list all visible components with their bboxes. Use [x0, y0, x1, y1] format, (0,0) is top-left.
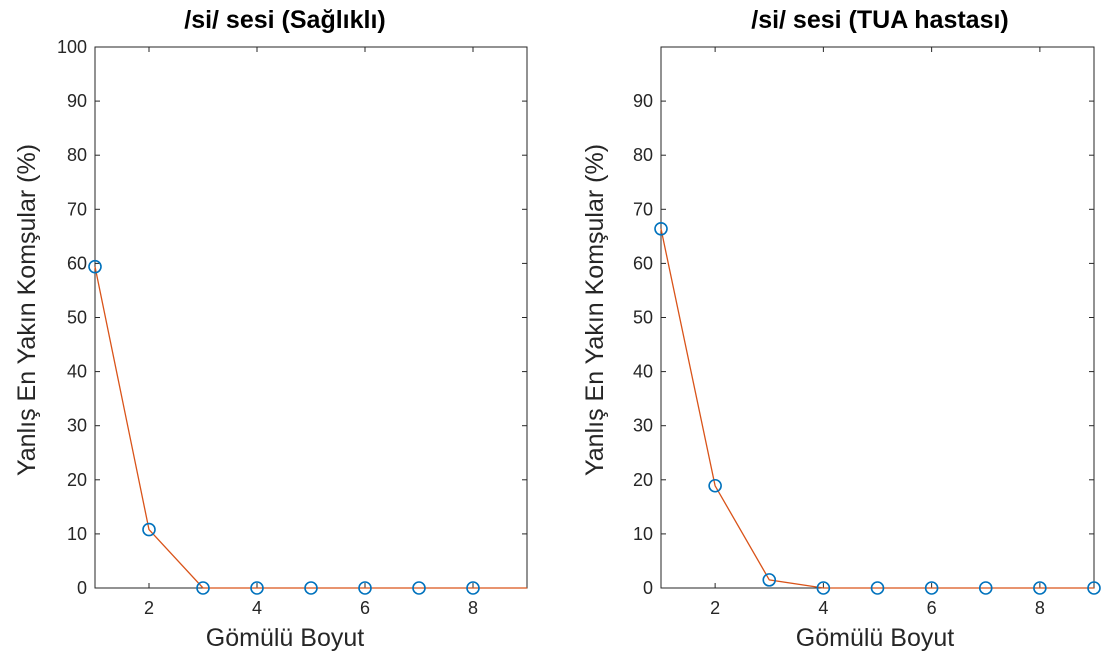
y-axis-label: Yanlış En Yakın Komşular (%) [581, 144, 609, 476]
y-tick-label: 10 [67, 524, 87, 544]
y-tick-label: 100 [57, 37, 87, 57]
x-tick-label: 8 [468, 598, 478, 618]
y-tick-label: 50 [633, 308, 653, 328]
data-point-marker [88, 259, 102, 274]
data-point-marker [466, 581, 480, 595]
data-point-marker [924, 581, 939, 595]
data-point-marker [762, 573, 777, 587]
y-tick-label: 30 [633, 416, 653, 436]
y-tick-label: 0 [643, 578, 653, 598]
x-axis-label: Gömülü Boyut [796, 624, 954, 652]
data-point-marker [250, 581, 264, 595]
x-tick-label: 6 [927, 598, 937, 618]
data-series [88, 259, 527, 595]
x-tick-label: 2 [144, 598, 154, 618]
data-point-marker [358, 581, 372, 595]
y-tick-label: 80 [633, 145, 653, 165]
y-tick-label: 60 [67, 253, 87, 273]
data-point-marker [978, 581, 993, 595]
data-point-marker [1033, 581, 1047, 595]
series-line [94, 266, 527, 589]
plot-area-box [660, 46, 1095, 589]
y-tick-label: 70 [67, 199, 87, 219]
x-tick-label: 6 [360, 598, 370, 618]
y-tick-label: 0 [77, 578, 87, 598]
data-point-marker [1087, 581, 1101, 595]
y-tick-label: 10 [633, 524, 653, 544]
plot-area-box [94, 46, 528, 589]
chart-title: /si/ sesi (Sağlıklı) [184, 6, 385, 34]
x-tick-label: 4 [818, 598, 828, 618]
chart-patient: /si/ sesi (TUA hastası) 0 10 20 30 40 50 60 70 8… [581, 6, 1101, 652]
data-point-marker [816, 581, 831, 595]
axis-ticks: 0 10 20 30 40 50 60 70 80 90 2 4 6 8 [633, 47, 1094, 618]
data-point-marker [304, 581, 318, 595]
series-line [660, 228, 1094, 589]
y-tick-label: 40 [633, 362, 653, 382]
y-tick-label: 90 [67, 91, 87, 111]
data-point-marker [654, 221, 668, 236]
x-tick-label: 2 [710, 598, 720, 618]
chart-healthy: /si/ sesi (Sağlıklı) 0 10 20 30 40 50 60 70 80 90… [13, 6, 528, 652]
x-axis-label: Gömülü Boyut [206, 624, 364, 652]
y-tick-label: 20 [67, 470, 87, 490]
y-tick-label: 20 [633, 470, 653, 490]
y-tick-label: 90 [633, 91, 653, 111]
x-tick-label: 8 [1035, 598, 1045, 618]
data-point-marker [708, 478, 722, 493]
data-point-marker [870, 581, 885, 595]
y-tick-label: 30 [67, 416, 87, 436]
data-series [654, 221, 1101, 595]
chart-title: /si/ sesi (TUA hastası) [751, 6, 1009, 34]
y-tick-label: 40 [67, 362, 87, 382]
data-point-marker [196, 581, 210, 595]
y-tick-label: 50 [67, 308, 87, 328]
y-tick-label: 70 [633, 199, 653, 219]
y-tick-label: 80 [67, 145, 87, 165]
y-axis-label: Yanlış En Yakın Komşular (%) [13, 144, 41, 476]
data-point-marker [142, 522, 156, 537]
y-tick-label: 60 [633, 253, 653, 273]
axis-ticks: 0 10 20 30 40 50 60 70 80 90 100 2 4 6 8 [57, 37, 527, 618]
x-tick-label: 4 [252, 598, 262, 618]
data-point-marker [412, 581, 426, 595]
